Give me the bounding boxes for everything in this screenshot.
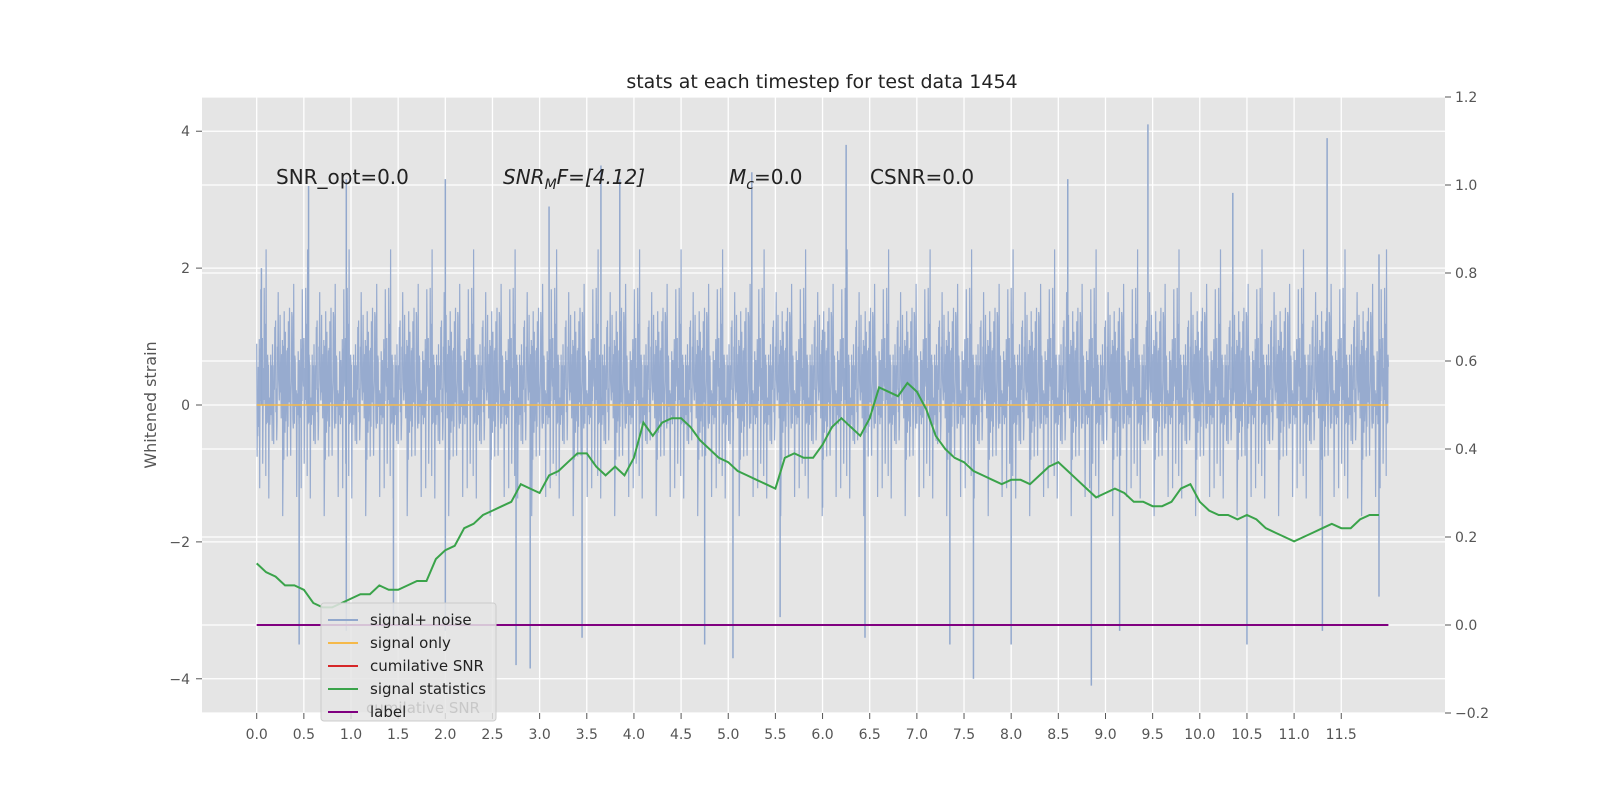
y-axis-label: Whitened strain [141,341,160,468]
x-axis-ticks: 0.0 0.5 1.0 1.5 2.0 2.5 3.0 3.5 4.0 4.5 5.0 5.5 6.0 6… [246,713,1357,743]
y2-tick-label: 1.0 [1455,178,1477,194]
x-tick-label: 4.5 [670,727,692,743]
x-tick-label: 5.5 [764,727,786,743]
x-tick-label: 8.5 [1047,727,1069,743]
x-tick-label: 1.0 [340,727,362,743]
annotation-mc-value: =0.0 [754,165,803,189]
x-tick-label: 6.0 [811,727,833,743]
x-tick-label: 10.0 [1184,727,1215,743]
y2-axis-ticks: −0.2 0.0 0.2 0.4 0.6 0.8 1.0 1.2 [1445,90,1489,722]
x-tick-label: 2.5 [481,727,503,743]
x-tick-label: 11.0 [1279,727,1310,743]
legend-label: cumilative SNR [370,657,484,675]
annotation-mc-subscript: c [746,177,754,193]
legend-label: label [370,703,406,721]
signal-statistics-line [256,381,1379,609]
annotation-snr-mf: SNRMF=[4.12] [503,165,645,193]
y2-tick-label: 0.0 [1455,618,1477,634]
annotation-snr-mf-symbol: SNR [503,165,545,189]
signal-noise-series [256,124,1389,686]
y2-tick-label: 0.8 [1455,266,1477,282]
x-tick-label: 3.5 [576,727,598,743]
x-tick-label: 4.0 [623,727,645,743]
x-tick-label: 2.0 [434,727,456,743]
x-tick-label: 1.5 [387,727,409,743]
legend-box [320,602,497,722]
annotation-mc: Mc=0.0 [729,165,803,193]
y2-tick-label: 1.2 [1455,90,1477,106]
annotation-snr-mf-subscript: M [545,177,557,193]
x-tick-label: 5.0 [717,727,739,743]
y-tick-label: −4 [169,672,190,688]
y2-tick-label: −0.2 [1455,706,1489,722]
chart-title: stats at each timestep for test data 145… [626,71,1017,93]
annotations: SNR_opt=0.0 SNRMF=[4.12] Mc=0.0 CSNR=0.0 [276,165,974,193]
x-tick-label: 9.0 [1094,727,1116,743]
annotation-snr-opt: SNR_opt=0.0 [276,165,409,189]
y2-tick-label: 0.4 [1455,442,1477,458]
y2-tick-label: 0.2 [1455,530,1477,546]
y-axis-ticks: −4 −2 0 2 4 [169,124,202,688]
legend: cumilative SNR signal+ noise signal only c… [320,602,497,722]
x-tick-label: 11.5 [1326,727,1357,743]
x-tick-label: 3.0 [528,727,550,743]
annotation-csnr: CSNR=0.0 [870,165,974,189]
x-tick-label: 0.0 [246,727,268,743]
x-tick-label: 10.5 [1231,727,1262,743]
y2-tick-label: 0.6 [1455,354,1477,370]
x-tick-label: 6.5 [859,727,881,743]
x-tick-label: 7.5 [953,727,975,743]
y-tick-label: 0 [181,398,190,414]
legend-label: signal only [370,634,451,652]
y-tick-label: −2 [169,535,190,551]
x-tick-label: 7.0 [906,727,928,743]
x-tick-label: 0.5 [293,727,315,743]
legend-label: signal+ noise [370,611,472,629]
annotation-mc-symbol: M [729,165,746,189]
legend-label: signal statistics [370,680,486,698]
y-tick-label: 4 [181,124,190,140]
y-tick-label: 2 [181,261,190,277]
annotation-snr-mf-value: F=[4.12] [557,165,645,189]
x-tick-label: 9.5 [1142,727,1164,743]
legend-overlap-text: cumilative SNR [366,699,480,717]
x-tick-label: 8.0 [1000,727,1022,743]
